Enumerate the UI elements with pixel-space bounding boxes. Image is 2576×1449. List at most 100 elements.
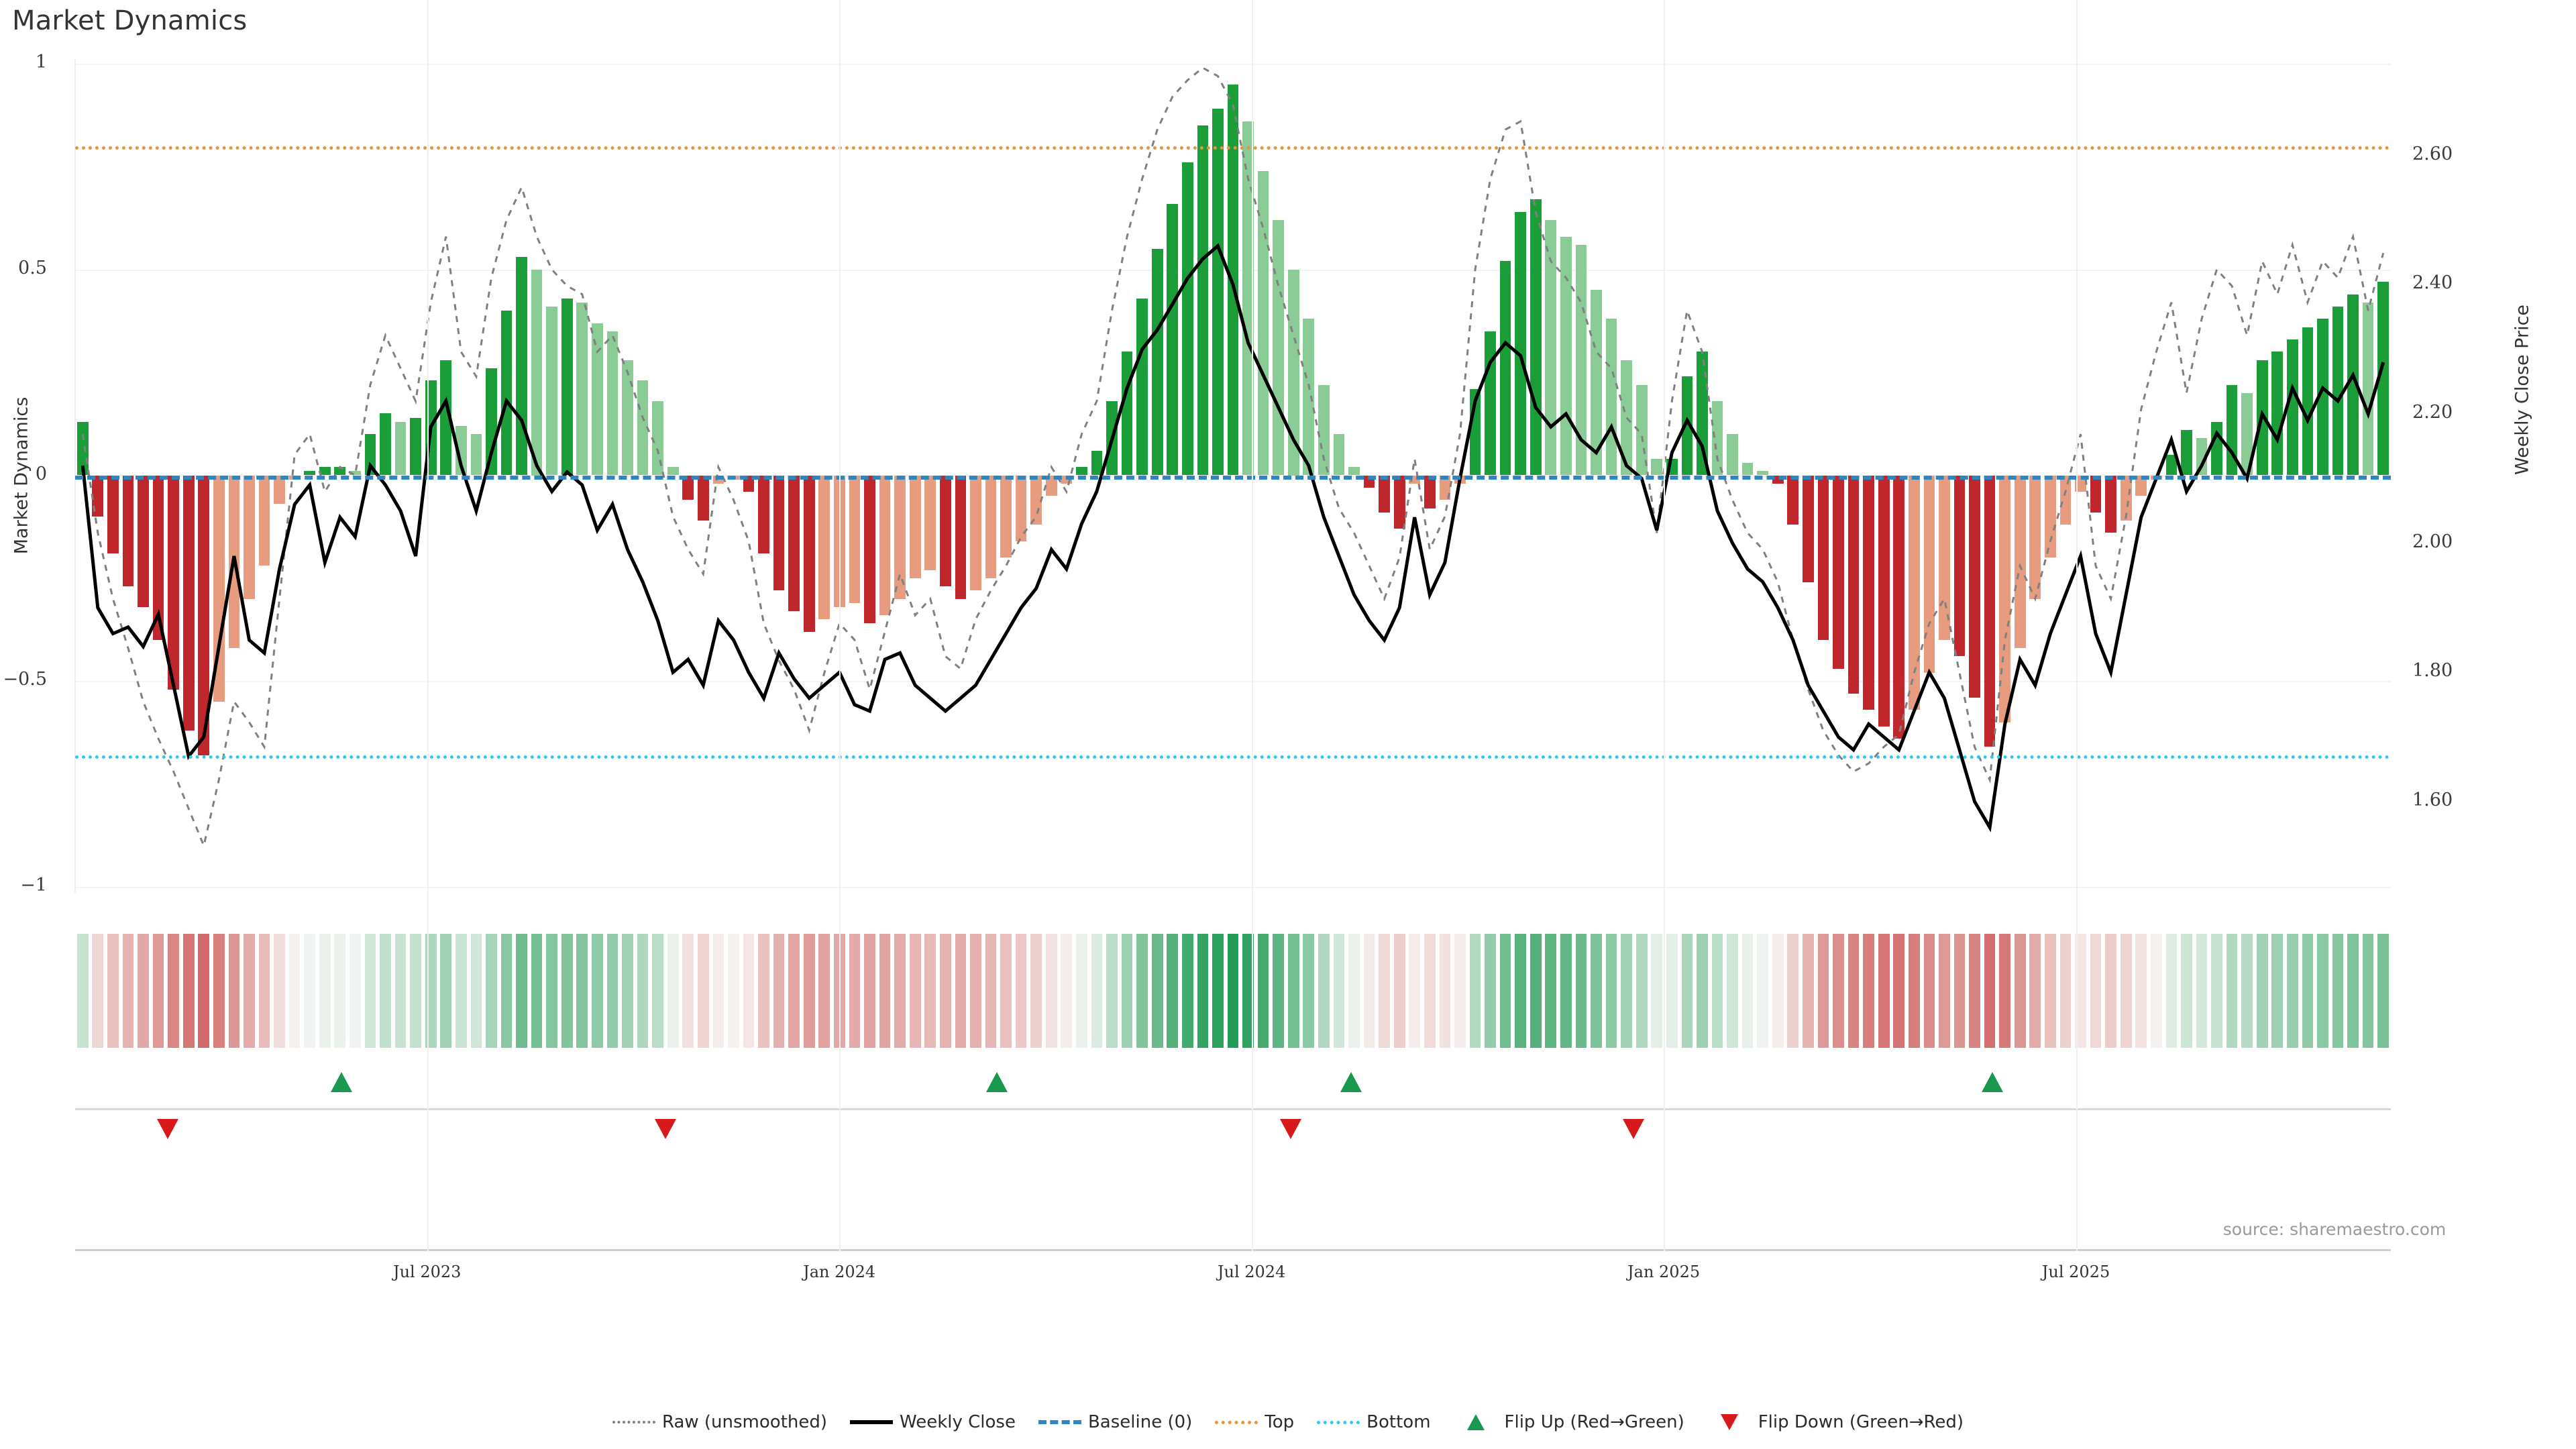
heat-cell <box>2347 934 2359 1048</box>
heat-cell <box>2317 934 2328 1048</box>
bar <box>1197 125 1209 476</box>
legend-line-icon <box>850 1420 894 1424</box>
heat-cell <box>1741 934 1754 1048</box>
flip-down-marker[interactable] <box>655 1119 677 1139</box>
heat-cell <box>561 934 573 1048</box>
heat-cell <box>470 934 482 1048</box>
bar <box>697 475 709 521</box>
heat-cell <box>622 934 633 1048</box>
heat-cell <box>1106 934 1118 1048</box>
bar <box>531 269 543 476</box>
heat-cell <box>697 934 709 1048</box>
bar <box>743 475 755 492</box>
heat-cell <box>1666 934 1678 1048</box>
heat-cell <box>1787 934 1799 1048</box>
heat-cell <box>258 934 270 1048</box>
heat-cell <box>909 934 921 1048</box>
heat-cell <box>712 934 724 1048</box>
bar <box>1923 475 1935 673</box>
heat-cell <box>1242 934 1254 1048</box>
flip-up-marker[interactable] <box>985 1072 1008 1092</box>
bar <box>1333 434 1345 476</box>
legend-item[interactable]: Baseline (0) <box>1038 1412 1192 1432</box>
legend-item[interactable]: Weekly Close <box>850 1412 1016 1432</box>
bar <box>350 471 361 476</box>
bar <box>2059 475 2072 525</box>
right-tick-label: 1.60 <box>2412 789 2453 810</box>
bar <box>879 475 891 616</box>
flip-down-marker[interactable] <box>1280 1119 1302 1139</box>
bar <box>909 475 921 578</box>
bar <box>470 434 482 476</box>
legend-item[interactable]: Flip Down (Green→Red) <box>1707 1412 1964 1432</box>
flip-down-marker[interactable] <box>157 1119 179 1139</box>
bar <box>2165 454 2178 476</box>
gridline-left-3 <box>75 681 2391 683</box>
bar <box>985 475 997 578</box>
bar <box>1803 475 1814 582</box>
bar <box>1529 199 1542 476</box>
heat-cell <box>2181 934 2192 1048</box>
bar <box>637 380 649 476</box>
bar <box>380 413 391 476</box>
heat-cell <box>1045 934 1057 1048</box>
flip-up-marker[interactable] <box>1340 1072 1362 1092</box>
legend-swatch <box>612 1414 655 1430</box>
heat-cell <box>500 934 513 1048</box>
legend-item[interactable]: Flip Up (Red→Green) <box>1454 1412 1684 1432</box>
bar <box>970 475 981 591</box>
legend-item[interactable]: Top <box>1215 1412 1294 1432</box>
legend-label: Bottom <box>1366 1412 1431 1432</box>
heat-cell <box>288 934 301 1048</box>
bar <box>803 475 815 632</box>
flip-up-marker[interactable] <box>330 1072 352 1092</box>
bar <box>818 475 830 620</box>
bar <box>319 467 331 476</box>
heat-cell <box>1515 934 1527 1048</box>
heat-cell <box>410 934 421 1048</box>
heat-cell <box>1681 934 1693 1048</box>
bar <box>894 475 906 599</box>
heat-cell <box>1969 934 1980 1048</box>
x-tick-label: Jan 2025 <box>1627 1263 1701 1281</box>
bar <box>152 475 164 640</box>
bar <box>773 475 785 591</box>
heat-cell <box>2196 934 2208 1048</box>
heat-cell <box>152 934 164 1048</box>
heat-cell <box>1015 934 1027 1048</box>
heat-cell <box>182 934 195 1048</box>
bar <box>1045 475 1057 496</box>
heat-cell <box>682 934 694 1048</box>
bar <box>198 475 210 755</box>
bar <box>788 475 800 611</box>
x-tick-label: Jul 2023 <box>392 1263 462 1281</box>
heat-cell <box>198 934 210 1048</box>
legend-line-icon <box>612 1421 655 1424</box>
flip-down-marker[interactable] <box>1623 1119 1645 1139</box>
bar <box>1681 376 1693 476</box>
x-axis: Jul 2023 Jan 2024 Jul 2024 Jan 2025 Jul 2025 <box>75 0 2391 1281</box>
heat-cell <box>2271 934 2284 1048</box>
legend-item[interactable]: Bottom <box>1317 1412 1431 1432</box>
bar <box>1439 475 1451 500</box>
heat-cell <box>1529 934 1542 1048</box>
legend-item[interactable]: Raw (unsmoothed) <box>612 1412 827 1432</box>
heat-cell <box>1212 934 1224 1048</box>
heat-cell <box>924 934 936 1048</box>
legend-label: Raw (unsmoothed) <box>661 1412 828 1432</box>
flip-up-marker[interactable] <box>1982 1072 2004 1092</box>
heat-cell <box>1757 934 1768 1048</box>
bar <box>92 475 104 517</box>
heat-cell <box>2045 934 2056 1048</box>
bar <box>1091 450 1103 476</box>
bar <box>1757 471 1768 476</box>
right-axis-label: Weekly Close Price <box>2512 304 2533 475</box>
bar <box>2377 282 2390 476</box>
heat-cell <box>2014 934 2026 1048</box>
heat-cell <box>1091 934 1103 1048</box>
right-tick-label: 2.60 <box>2412 143 2453 164</box>
heat-cell <box>606 934 619 1048</box>
bar <box>1847 475 1860 694</box>
right-tick-label: 2.20 <box>2412 402 2453 423</box>
heat-cell <box>2075 934 2086 1048</box>
